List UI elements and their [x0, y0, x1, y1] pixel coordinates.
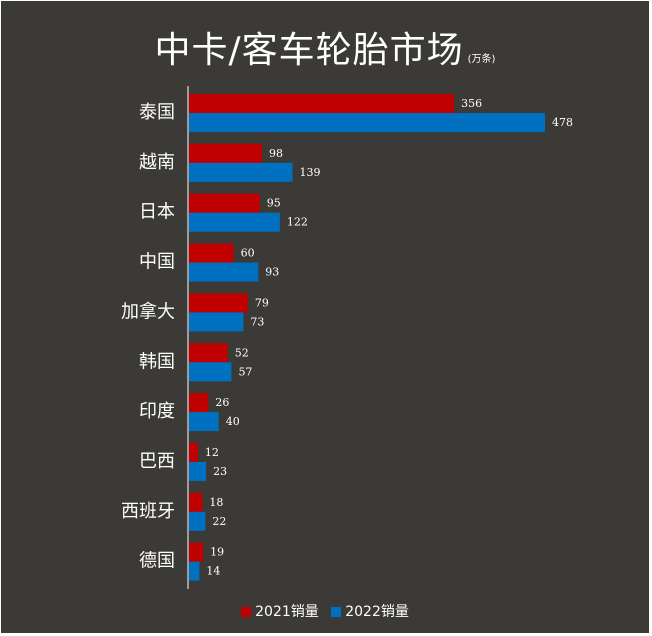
data-label: 12 — [205, 446, 219, 459]
legend-item-2022: 2022销量 — [331, 601, 409, 621]
legend-swatch-2021 — [241, 607, 252, 617]
bar-2021 — [189, 143, 262, 163]
data-label: 14 — [206, 565, 220, 578]
bar-2022 — [189, 162, 293, 182]
bar-2021 — [189, 492, 203, 512]
data-label: 79 — [255, 296, 269, 309]
data-label: 57 — [238, 365, 252, 378]
data-label: 356 — [461, 97, 482, 110]
bar-2022 — [189, 412, 219, 432]
bar-2021 — [189, 393, 209, 413]
bar-2021 — [189, 243, 234, 263]
data-label: 19 — [210, 546, 224, 559]
bar-2022 — [189, 362, 232, 382]
legend: 2021销量 2022销量 — [1, 601, 649, 621]
data-label: 40 — [226, 415, 240, 428]
bar-2022 — [189, 561, 200, 581]
legend-label-2022: 2022销量 — [345, 604, 409, 620]
data-label: 93 — [265, 266, 279, 279]
data-label: 22 — [212, 515, 226, 528]
bar-2021 — [189, 193, 260, 213]
bar-2022 — [189, 113, 545, 132]
category-label: 印度 — [139, 401, 175, 422]
data-label: 122 — [287, 216, 308, 229]
legend-swatch-2022 — [331, 607, 342, 617]
category-label: 加拿大 — [121, 300, 175, 322]
data-label: 52 — [235, 346, 249, 359]
legend-label-2021: 2021销量 — [255, 604, 319, 620]
category-label: 日本 — [139, 202, 175, 223]
chart-unit: (万条) — [467, 54, 496, 65]
data-label: 478 — [552, 116, 573, 129]
category-label: 西班牙 — [121, 501, 175, 522]
chart-title: 中卡/客车轮胎市场 — [154, 30, 464, 71]
bar-2022 — [189, 212, 280, 232]
data-label: 95 — [267, 197, 281, 210]
data-label: 23 — [213, 465, 227, 478]
data-label: 73 — [250, 315, 264, 328]
chart-title-block: 中卡/客车轮胎市场 (万条) — [1, 21, 649, 73]
data-label: 139 — [300, 166, 321, 179]
bar-2021 — [189, 542, 204, 562]
legend-item-2021: 2021销量 — [241, 601, 319, 621]
category-label: 越南 — [139, 152, 175, 173]
bar-2021 — [189, 343, 228, 363]
data-label: 98 — [269, 147, 283, 160]
bar-2021 — [189, 94, 455, 113]
category-label: 德国 — [139, 551, 175, 572]
category-label: 巴西 — [139, 451, 175, 472]
bar-2021 — [189, 293, 248, 313]
data-label: 18 — [209, 496, 223, 509]
bar-2022 — [189, 461, 207, 481]
category-label: 中国 — [139, 252, 175, 273]
bar-2022 — [189, 511, 206, 531]
data-label: 26 — [215, 396, 229, 409]
bar-2022 — [189, 312, 244, 332]
category-label: 泰国 — [139, 102, 175, 123]
category-label: 韩国 — [139, 351, 175, 372]
bar-2022 — [189, 262, 259, 282]
bar-2021 — [189, 442, 198, 462]
data-label: 60 — [241, 247, 255, 260]
